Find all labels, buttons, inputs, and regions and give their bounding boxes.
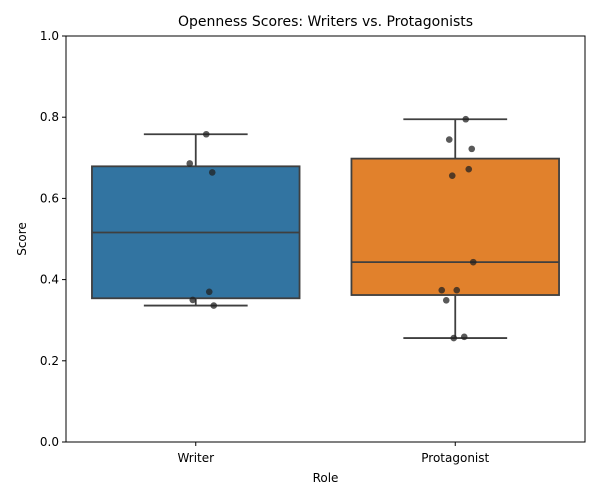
y-axis: 0.0 0.2 0.4 0.6 0.8 1.0 [40,29,66,449]
box-group-protagonist [350,115,560,342]
y-tick-label: 0.4 [40,273,59,287]
data-point [468,145,476,153]
plot-area [91,115,560,342]
chart-title: Openness Scores: Writers vs. Protagonist… [178,14,473,30]
data-point [462,115,470,123]
axes-frame [65,35,586,443]
data-point [453,286,461,294]
x-axis: Writer Protagonist [177,442,490,465]
data-point [202,130,210,138]
data-point [208,169,216,176]
data-point [210,302,218,309]
data-point [469,258,477,266]
data-point [460,333,468,341]
y-tick-label: 1.0 [40,29,59,43]
data-point [189,296,197,304]
data-point [448,172,456,179]
data-point [465,165,473,173]
data-point [442,297,450,304]
y-tick-label: 0.2 [40,354,59,368]
box-group-writer [91,130,301,309]
y-tick-label: 0.8 [40,110,59,124]
y-tick-label: 0.0 [40,435,59,449]
box-iqr [350,157,560,296]
data-point [445,136,453,143]
data-point [450,334,458,342]
y-tick-label: 0.6 [40,191,59,205]
data-point [186,160,194,167]
x-tick-label: Protagonist [421,451,489,465]
x-tick-label: Writer [177,451,214,465]
y-axis-label: Score [15,222,29,256]
x-axis-label: Role [313,471,339,485]
data-point [205,288,213,296]
data-point [438,286,446,294]
